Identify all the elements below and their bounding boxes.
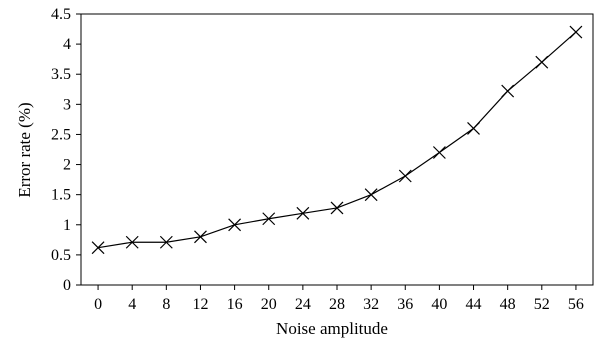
- x-axis-ticks: 0 4 8 12 16 20 24 28 32 36 40 44 48 52 56: [94, 285, 584, 313]
- x-tick-label: 28: [329, 296, 345, 313]
- y-tick-label: 3: [63, 96, 71, 113]
- x-tick-label: 24: [295, 296, 311, 313]
- data-point-marker: [501, 84, 515, 98]
- x-tick-label: 20: [261, 296, 277, 313]
- x-tick-label: 12: [192, 296, 208, 313]
- data-point-marker: [467, 121, 480, 135]
- y-tick-label: 2.5: [51, 126, 71, 143]
- data-point-marker: [296, 206, 310, 220]
- data-point-marker: [125, 235, 139, 249]
- y-tick-label: 0: [63, 277, 71, 294]
- series-line: [97, 31, 577, 249]
- plot-frame: [80, 13, 594, 286]
- y-axis-title: Error rate (%): [15, 102, 34, 197]
- data-point-marker: [262, 212, 276, 226]
- y-tick-label: 3.5: [51, 66, 71, 83]
- data-point-marker: [398, 169, 412, 183]
- y-tick-label: 1.5: [51, 187, 71, 204]
- x-axis-title: Noise amplitude: [276, 319, 388, 338]
- data-point-marker: [535, 55, 549, 69]
- plot-border: [80, 13, 594, 286]
- data-point-marker: [159, 235, 173, 249]
- data-point-marker: [364, 188, 378, 202]
- y-tick-label: 0.5: [51, 247, 71, 264]
- data-point-marker: [91, 241, 105, 255]
- data-point-marker: [228, 218, 242, 232]
- x-tick-label: 4: [128, 296, 136, 313]
- data-point-marker: [569, 25, 583, 39]
- x-tick-label: 56: [568, 296, 584, 313]
- series-group: [91, 25, 583, 255]
- x-tick-label: 44: [466, 296, 482, 313]
- x-tick-label: 40: [431, 296, 447, 313]
- x-tick-label: 32: [363, 296, 379, 313]
- y-axis-ticks: 0 0.5 1 1.5 2 2.5 3 3.5 4 4.5: [51, 6, 81, 294]
- x-tick-label: 0: [94, 296, 102, 313]
- y-tick-label: 2: [63, 157, 71, 174]
- data-point-marker: [194, 230, 207, 244]
- x-tick-label: 16: [227, 296, 243, 313]
- x-tick-label: 8: [162, 296, 170, 313]
- x-tick-label: 48: [500, 296, 516, 313]
- data-point-marker: [330, 201, 344, 215]
- y-tick-label: 4.5: [51, 6, 71, 23]
- y-tick-label: 1: [63, 217, 71, 234]
- y-tick-label: 4: [63, 36, 71, 53]
- x-tick-label: 36: [397, 296, 413, 313]
- x-tick-label: 52: [534, 296, 550, 313]
- data-point-marker: [432, 146, 446, 159]
